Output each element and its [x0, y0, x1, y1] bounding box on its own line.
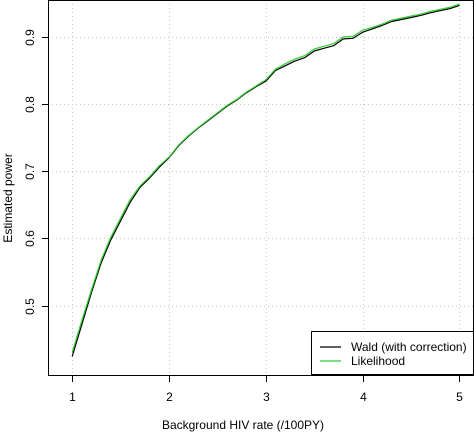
series-line-1: [71, 3, 460, 353]
y-tick-label: 0.8: [23, 96, 37, 113]
x-axis-title: Background HIV rate (/100PY): [162, 418, 324, 432]
series-line-0: [71, 4, 460, 357]
axis-ticks: 1 2 3 4 5 0.5 0.6 0.7 0.8 0.9: [23, 29, 463, 404]
grid: [48, 0, 474, 376]
legend: Wald (with correction) Likelihood: [311, 331, 474, 375]
plot-frame: [48, 0, 474, 376]
series-lines: [71, 3, 460, 357]
legend-label-likelihood: Likelihood: [351, 354, 405, 368]
y-tick-label: 0.6: [23, 230, 37, 247]
legend-label-wald: Wald (with correction): [351, 340, 467, 354]
x-tick-label: 3: [263, 390, 270, 404]
y-tick-label: 0.7: [23, 163, 37, 180]
x-tick-label: 1: [69, 390, 76, 404]
x-tick-label: 5: [456, 390, 463, 404]
y-tick-label: 0.9: [23, 29, 37, 46]
x-tick-label: 4: [360, 390, 367, 404]
y-tick-label: 0.5: [23, 298, 37, 315]
legend-box: [311, 331, 474, 375]
y-axis-title: Estimated power: [1, 153, 15, 242]
x-tick-label: 2: [166, 390, 173, 404]
